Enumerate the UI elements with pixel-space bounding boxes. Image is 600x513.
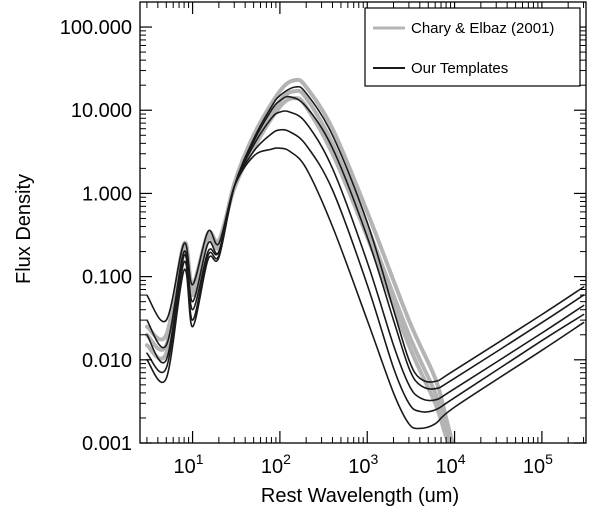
axes: 0.001 0.010 0.100 1.000 10.000 100.000 101 102 1… bbox=[60, 1, 587, 478]
x-tick-label: 102 bbox=[261, 451, 291, 478]
y-tick-label: 10.000 bbox=[71, 100, 132, 122]
x-tick-label: 104 bbox=[436, 451, 466, 478]
series-line-our-templates-1 bbox=[146, 147, 585, 430]
series-line-our-templates-4 bbox=[146, 95, 585, 390]
y-tick-label: 0.010 bbox=[82, 350, 132, 372]
x-tick-label: 105 bbox=[523, 451, 553, 478]
x-tick-label: 101 bbox=[174, 451, 204, 478]
y-tick-label: 1.000 bbox=[82, 183, 132, 205]
y-tick-label: 100.000 bbox=[60, 17, 132, 39]
legend-label: Chary & Elbaz (2001) bbox=[411, 20, 554, 37]
legend-label: Our Templates bbox=[411, 60, 508, 77]
x-axis-label: Rest Wavelength (um) bbox=[261, 485, 459, 507]
y-tick-label: 0.001 bbox=[82, 433, 132, 455]
series-line-our-templates-3 bbox=[146, 110, 585, 402]
y-axis-label: Flux Density bbox=[13, 174, 35, 284]
series-layer bbox=[144, 77, 585, 443]
legend-box bbox=[364, 7, 581, 87]
legend: Chary & Elbaz (2001) Our Templates bbox=[364, 7, 581, 87]
series-line-our-templates-5 bbox=[146, 85, 585, 383]
y-tick-label: 0.100 bbox=[82, 267, 132, 289]
series-line-our-templates-2 bbox=[146, 128, 585, 413]
x-tick-label: 103 bbox=[348, 451, 378, 478]
